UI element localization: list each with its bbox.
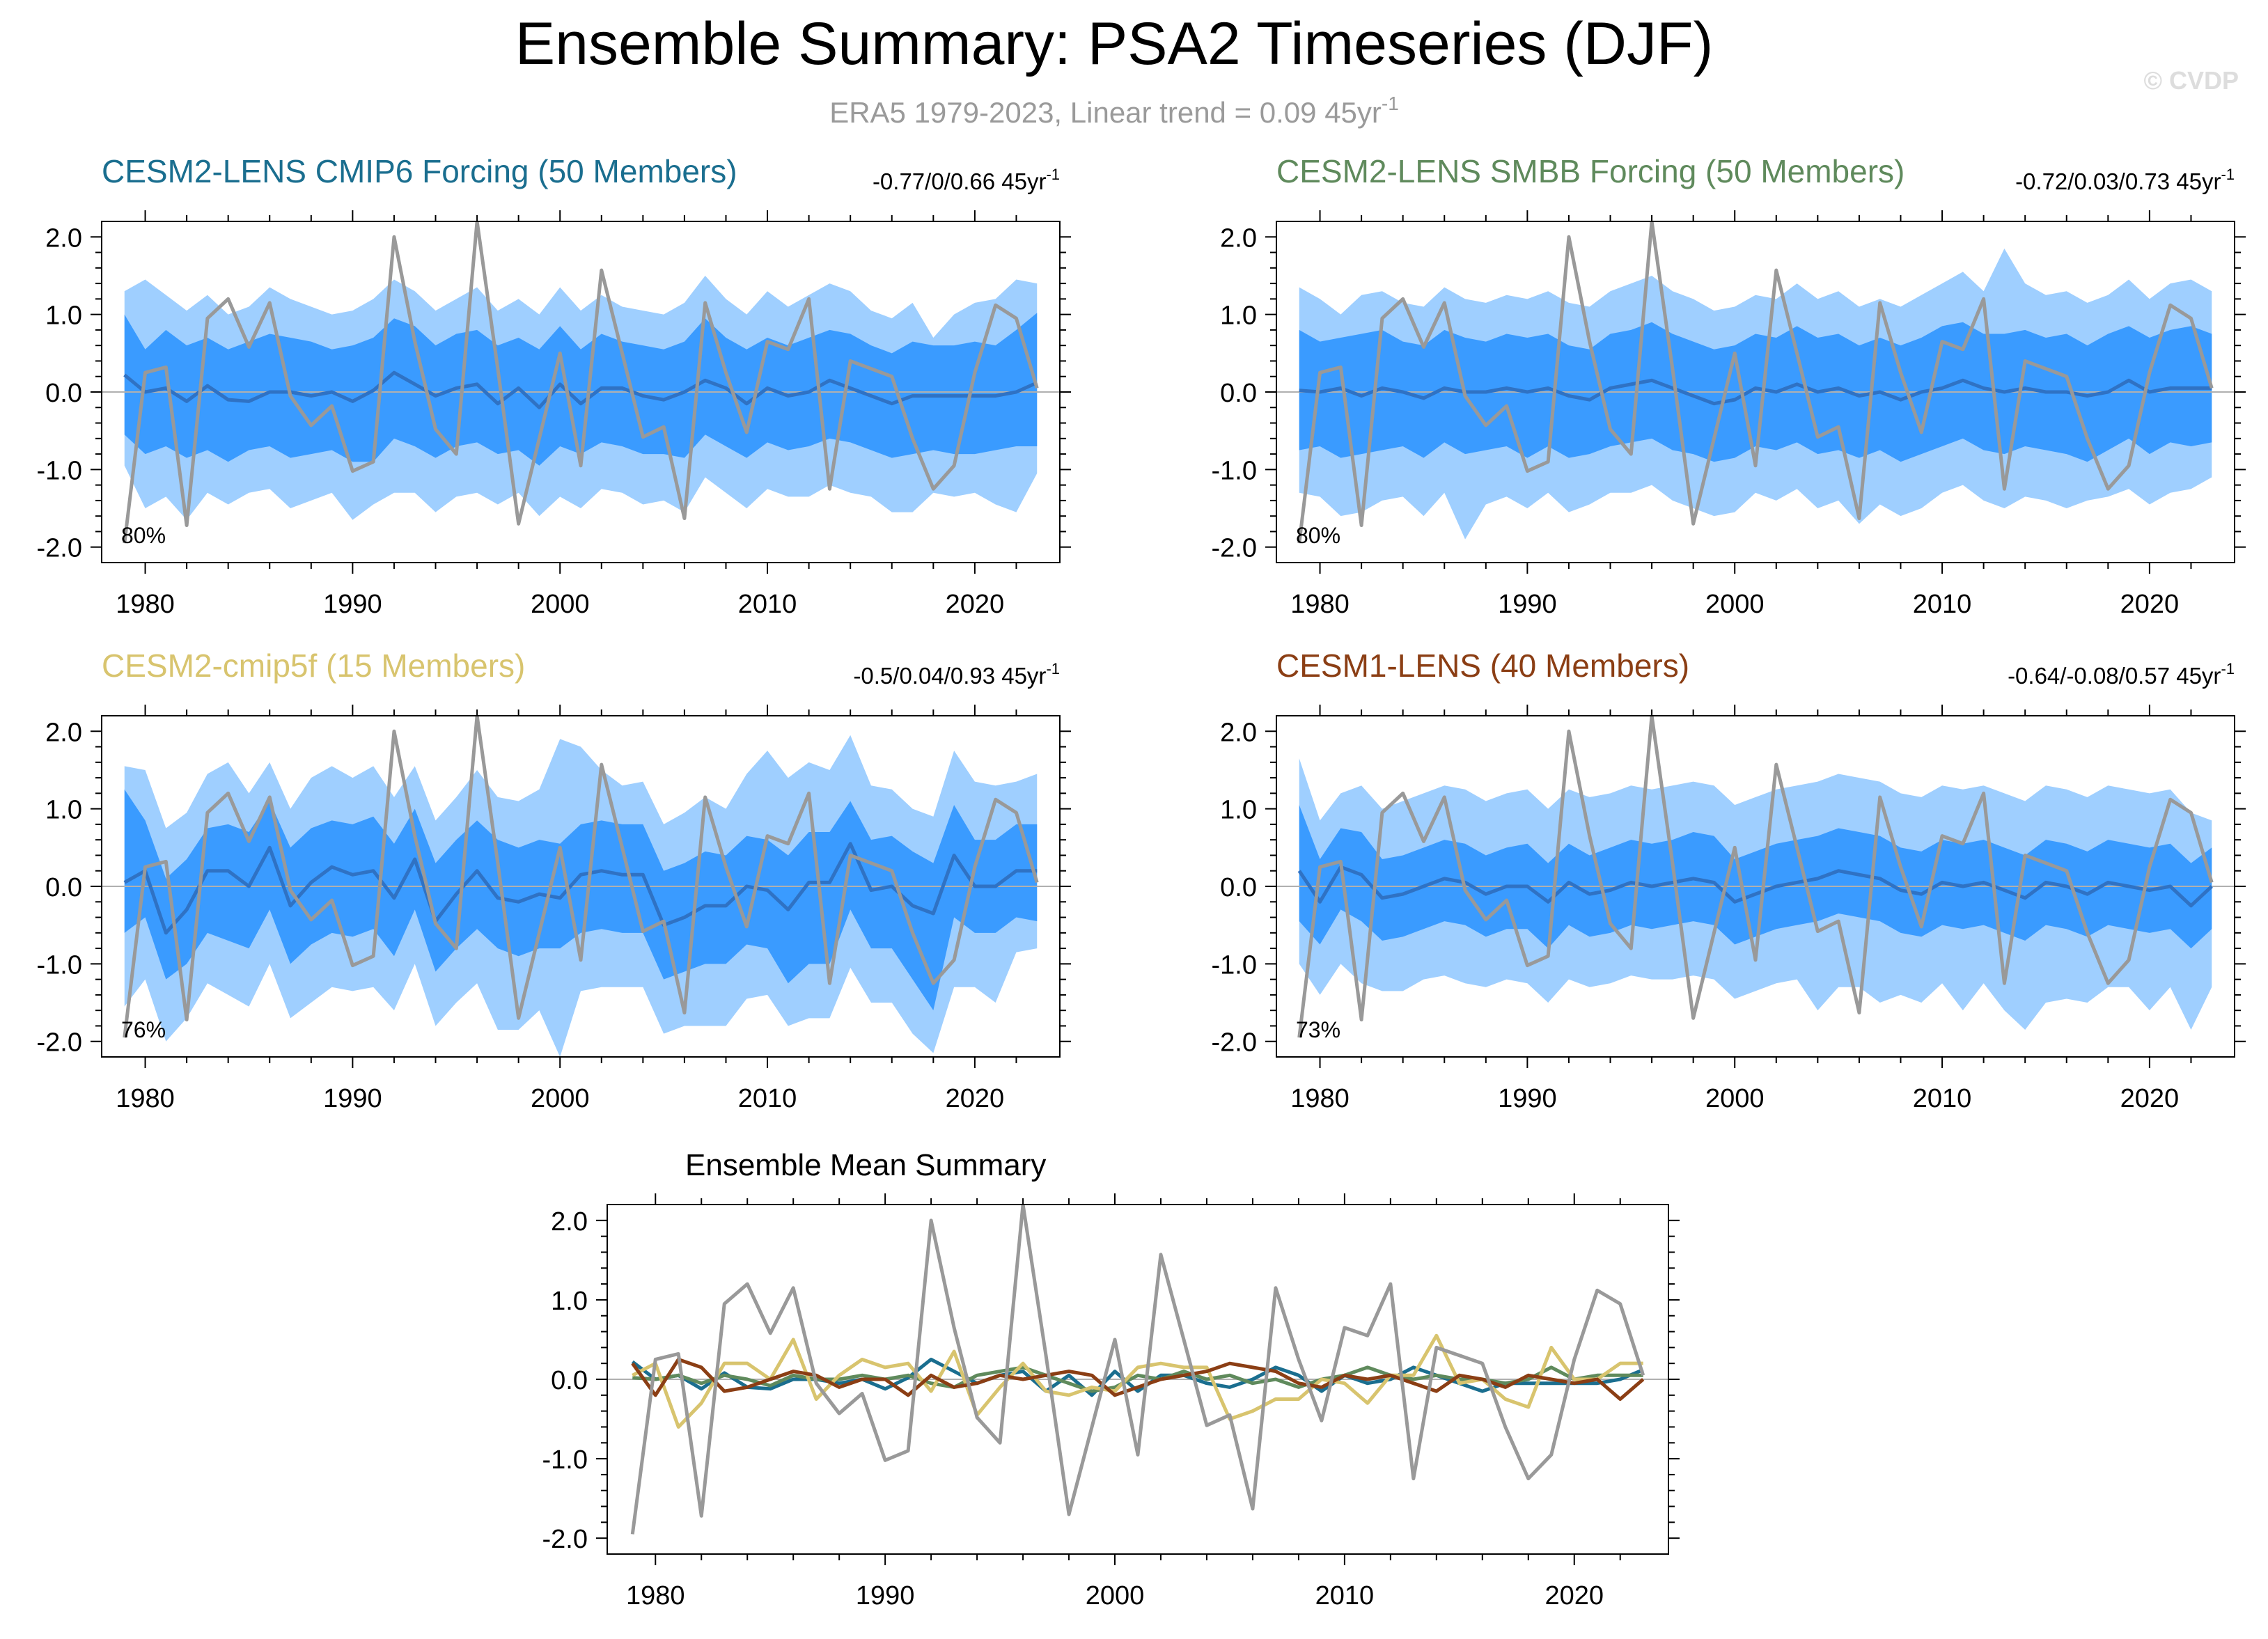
plot-area <box>102 221 1060 544</box>
panel-title: Ensemble Mean Summary <box>685 1148 1046 1182</box>
y-tick-label: 0.0 <box>1220 379 1257 408</box>
chart-panel-4: 2.0 1.0 0.0 -1.0 -2.0 1980 1990 2000 2010 2020 CES… <box>1212 648 2246 1113</box>
x-tick-label: 1980 <box>116 1084 175 1113</box>
y-tick-label: 2.0 <box>1220 718 1257 747</box>
x-tick-label: 2020 <box>946 590 1005 619</box>
plot-area <box>1276 221 2235 544</box>
ensemble-mean-line <box>123 842 1038 935</box>
y-tick-label: 1.0 <box>551 1287 588 1316</box>
x-tick-label: 1990 <box>1498 1084 1557 1113</box>
x-tick-label: 1990 <box>856 1581 915 1610</box>
ensemble-mean-line <box>1299 378 2212 406</box>
y-tick-label: 2.0 <box>45 718 82 747</box>
ensemble-mean-line <box>1297 865 2213 908</box>
trend-range-label: -0.77/0/0.66 45yr-1 <box>873 166 1060 194</box>
cvdp-watermark: © CVDP <box>2143 66 2239 95</box>
inner-spread-band <box>124 789 1038 1011</box>
y-tick-label: -2.0 <box>37 1028 82 1058</box>
panel-title: CESM2-cmip5f (15 Members) <box>102 648 525 684</box>
chart-panels: 2.0 1.0 0.0 -1.0 -2.0 1980 1990 2000 2010 2020 CES… <box>37 153 2246 1610</box>
y-tick-label: 0.0 <box>45 873 82 902</box>
x-tick-label: 2020 <box>2120 590 2180 619</box>
era5-observed-line <box>1297 716 2214 1038</box>
x-tick-label: 2020 <box>946 1084 1005 1113</box>
chart-panel-1: 2.0 1.0 0.0 -1.0 -2.0 1980 1990 2000 2010 2020 CES… <box>37 153 1071 619</box>
x-tick-label: 2010 <box>738 590 797 619</box>
era5-observed-line <box>630 1205 1645 1535</box>
x-tick-label: 2000 <box>531 1084 590 1113</box>
x-tick-label: 2000 <box>531 590 590 619</box>
plot-area <box>102 716 1060 1057</box>
percent-label: 80% <box>1296 523 1340 548</box>
x-tick-label: 1980 <box>1290 1084 1350 1113</box>
x-tick-label: 2010 <box>1315 1581 1375 1610</box>
y-tick-label: -2.0 <box>37 534 82 563</box>
ensemble-mean-line <box>123 370 1038 409</box>
inner-spread-band <box>124 313 1038 466</box>
x-tick-label: 1980 <box>1290 590 1350 619</box>
panel-title: CESM2-LENS SMBB Forcing (50 Members) <box>1276 153 1905 189</box>
panel-title: CESM2-LENS CMIP6 Forcing (50 Members) <box>102 153 737 189</box>
trend-range-label: -0.64/-0.08/0.57 45yr-1 <box>2008 660 2235 689</box>
y-tick-label: 1.0 <box>45 796 82 825</box>
percent-label: 76% <box>121 1017 166 1042</box>
y-tick-label: 2.0 <box>45 224 82 253</box>
model-mean-line-4 <box>631 1357 1645 1402</box>
x-tick-label: 1980 <box>626 1581 685 1610</box>
y-tick-label: 0.0 <box>45 379 82 408</box>
plot-area <box>607 1205 1668 1535</box>
x-tick-label: 2010 <box>738 1084 797 1113</box>
y-tick-label: 2.0 <box>1220 224 1257 253</box>
y-tick-label: -1.0 <box>1212 456 1257 485</box>
y-tick-label: -1.0 <box>542 1445 588 1475</box>
x-tick-label: 2020 <box>2120 1084 2180 1113</box>
y-tick-label: 1.0 <box>45 301 82 331</box>
x-tick-label: 1990 <box>1498 590 1557 619</box>
plot-area <box>1276 716 2235 1038</box>
chart-panel-2: 2.0 1.0 0.0 -1.0 -2.0 1980 1990 2000 2010 2020 CES… <box>1212 153 2246 619</box>
inner-spread-band <box>1299 805 2212 949</box>
y-tick-label: -2.0 <box>1212 1028 1257 1058</box>
y-tick-label: 2.0 <box>551 1207 588 1237</box>
x-tick-label: 2000 <box>1086 1581 1145 1610</box>
x-tick-label: 2000 <box>1705 590 1765 619</box>
figure-subtitle: ERA5 1979-2023, Linear trend = 0.09 45yr… <box>829 93 1399 129</box>
y-tick-label: -2.0 <box>542 1525 588 1554</box>
y-tick-label: -1.0 <box>37 456 82 485</box>
figure-title: Ensemble Summary: PSA2 Timeseries (DJF) <box>515 10 1713 77</box>
x-tick-label: 1990 <box>323 1084 382 1113</box>
y-tick-label: 0.0 <box>1220 873 1257 902</box>
era5-observed-line <box>123 716 1039 1038</box>
trend-range-label: -0.5/0.04/0.93 45yr-1 <box>853 660 1060 689</box>
percent-label: 80% <box>121 523 166 548</box>
y-tick-label: 1.0 <box>1220 301 1257 331</box>
x-tick-label: 1980 <box>116 590 175 619</box>
x-tick-label: 2000 <box>1705 1084 1765 1113</box>
x-tick-label: 2010 <box>1913 590 1972 619</box>
model-mean-line-1 <box>631 1357 1644 1397</box>
chart-panel-5: 2.0 1.0 0.0 -1.0 -2.0 1980 1990 2000 2010 2020 Ens… <box>542 1148 1680 1610</box>
panel-title: CESM1-LENS (40 Members) <box>1276 648 1689 684</box>
y-tick-label: -2.0 <box>1212 534 1257 563</box>
x-tick-label: 2020 <box>1544 1581 1604 1610</box>
era5-observed-line <box>123 221 1039 544</box>
era5-observed-line <box>1297 221 2214 544</box>
x-tick-label: 2010 <box>1913 1084 1972 1113</box>
percent-label: 73% <box>1296 1017 1340 1042</box>
y-tick-label: 0.0 <box>551 1366 588 1395</box>
trend-range-label: -0.72/0.03/0.73 45yr-1 <box>2015 166 2235 194</box>
model-mean-line-3 <box>632 1333 1643 1429</box>
y-tick-label: 1.0 <box>1220 796 1257 825</box>
y-tick-label: -1.0 <box>1212 950 1257 980</box>
chart-panel-3: 2.0 1.0 0.0 -1.0 -2.0 1980 1990 2000 2010 2020 CES… <box>37 648 1071 1113</box>
y-tick-label: -1.0 <box>37 950 82 980</box>
x-tick-label: 1990 <box>323 590 382 619</box>
